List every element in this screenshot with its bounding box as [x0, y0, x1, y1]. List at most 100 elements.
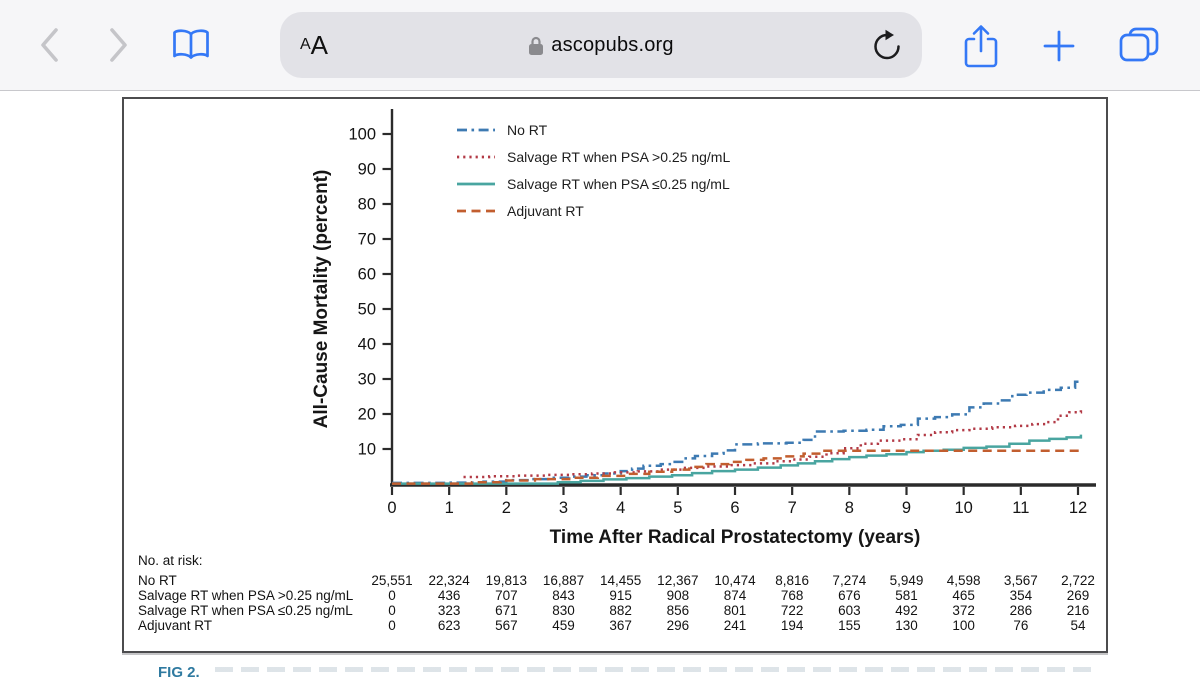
- x-tick-label: 11: [1012, 499, 1029, 517]
- x-tick-label: 10: [954, 499, 972, 517]
- back-button[interactable]: [36, 26, 64, 64]
- legend-label: No RT: [507, 122, 548, 138]
- risk-value: 492: [895, 603, 918, 618]
- risk-value: 354: [1009, 588, 1033, 603]
- risk-value: 10,474: [714, 573, 756, 588]
- x-tick-label: 8: [845, 499, 854, 517]
- risk-value: 908: [666, 588, 690, 603]
- reader-label: A: [300, 36, 311, 53]
- risk-value: 874: [723, 588, 747, 603]
- risk-value: 436: [437, 588, 461, 603]
- risk-value: 12,367: [657, 573, 699, 588]
- risk-value: 4,598: [946, 573, 981, 588]
- risk-value: 915: [609, 588, 632, 603]
- risk-value: 241: [723, 618, 747, 633]
- risk-value: 100: [952, 618, 975, 633]
- legend-item: Salvage RT when PSA ≤0.25 ng/mL: [456, 175, 730, 193]
- book-icon: [173, 29, 209, 59]
- y-tick-label: 100: [348, 126, 376, 144]
- legend-line-sample: [457, 209, 495, 213]
- risk-value: 76: [1013, 618, 1029, 633]
- risk-value: 603: [838, 603, 861, 618]
- chevron-right-icon: [110, 28, 127, 62]
- legend-label: Salvage RT when PSA >0.25 ng/mL: [507, 149, 731, 165]
- legend-item: No RT: [456, 121, 730, 139]
- y-tick-label: 50: [358, 301, 376, 319]
- x-tick-label: 12: [1069, 499, 1087, 517]
- legend-line-sample: [457, 182, 495, 186]
- risk-value: 722: [780, 603, 804, 618]
- risk-value: 19,813: [485, 573, 527, 588]
- risk-value: 22,324: [428, 573, 470, 588]
- risk-value: 843: [552, 588, 575, 603]
- risk-value: 671: [495, 603, 518, 618]
- risk-value: 54: [1070, 618, 1086, 633]
- y-tick-label: 20: [358, 406, 376, 424]
- share-icon: [964, 25, 998, 68]
- risk-value: 5,949: [889, 573, 924, 588]
- figure-caption-cropped: FIG 2.: [158, 664, 200, 681]
- y-tick-label: 90: [358, 161, 376, 179]
- forward-button[interactable]: [104, 26, 132, 64]
- risk-value: 7,274: [832, 573, 867, 588]
- caption-text-cropped: [215, 667, 1095, 672]
- tabs-button[interactable]: [1117, 25, 1161, 65]
- x-tick-label: 1: [445, 499, 454, 517]
- risk-value: 0: [388, 618, 396, 633]
- series-dashdot: [392, 380, 1083, 485]
- legend-line-sample: [457, 155, 495, 159]
- risk-value: 296: [666, 618, 690, 633]
- risk-value: 768: [780, 588, 804, 603]
- risk-value: 707: [495, 588, 518, 603]
- address-url-group: ascopubs.org: [280, 12, 922, 78]
- y-tick-label: 10: [358, 441, 376, 459]
- url-text: ascopubs.org: [551, 33, 674, 56]
- risk-value: 216: [1066, 603, 1090, 618]
- risk-value: 367: [609, 618, 632, 633]
- tabs-icon: [1119, 27, 1159, 62]
- risk-value: 465: [952, 588, 975, 603]
- x-tick-label: 3: [559, 499, 568, 517]
- legend-line-sample: [457, 128, 495, 132]
- risk-table-header: No. at risk:: [138, 553, 203, 568]
- reload-icon: [874, 29, 900, 60]
- risk-value: 269: [1066, 588, 1090, 603]
- series-solid: [392, 434, 1083, 485]
- figure-frame: [122, 97, 1108, 653]
- y-axis-title: All-Cause Mortality (percent): [311, 169, 332, 429]
- risk-value: 830: [552, 603, 575, 618]
- risk-value: 856: [666, 603, 690, 618]
- y-tick-label: 40: [358, 336, 376, 354]
- risk-value: 801: [723, 603, 747, 618]
- reload-button[interactable]: [870, 29, 904, 63]
- new-tab-button[interactable]: [1041, 28, 1077, 64]
- risk-value: 323: [437, 603, 461, 618]
- bookmarks-button[interactable]: [170, 26, 212, 64]
- x-tick-label: 2: [502, 499, 511, 517]
- series-dashed: [392, 449, 1083, 485]
- risk-value: 286: [1009, 603, 1033, 618]
- legend-item: Salvage RT when PSA >0.25 ng/mL: [456, 148, 730, 166]
- y-tick-label: 80: [358, 196, 376, 214]
- share-button[interactable]: [961, 24, 1001, 70]
- x-tick-label: 4: [616, 499, 625, 517]
- risk-value: 3,567: [1003, 573, 1038, 588]
- legend-label: Adjuvant RT: [507, 203, 584, 219]
- x-tick-label: 0: [387, 499, 396, 517]
- risk-row-label: Adjuvant RT: [138, 618, 213, 633]
- risk-value: 581: [895, 588, 918, 603]
- x-tick-label: 9: [902, 499, 911, 517]
- y-tick-label: 60: [358, 266, 376, 284]
- y-tick-label: 70: [358, 231, 376, 249]
- risk-value: 676: [838, 588, 861, 603]
- risk-value: 25,551: [371, 573, 413, 588]
- risk-value: 623: [437, 618, 461, 633]
- x-tick-label: 7: [788, 499, 797, 517]
- risk-value: 14,455: [600, 573, 642, 588]
- lock-icon: [529, 36, 544, 55]
- risk-row-label: Salvage RT when PSA ≤0.25 ng/mL: [138, 603, 353, 618]
